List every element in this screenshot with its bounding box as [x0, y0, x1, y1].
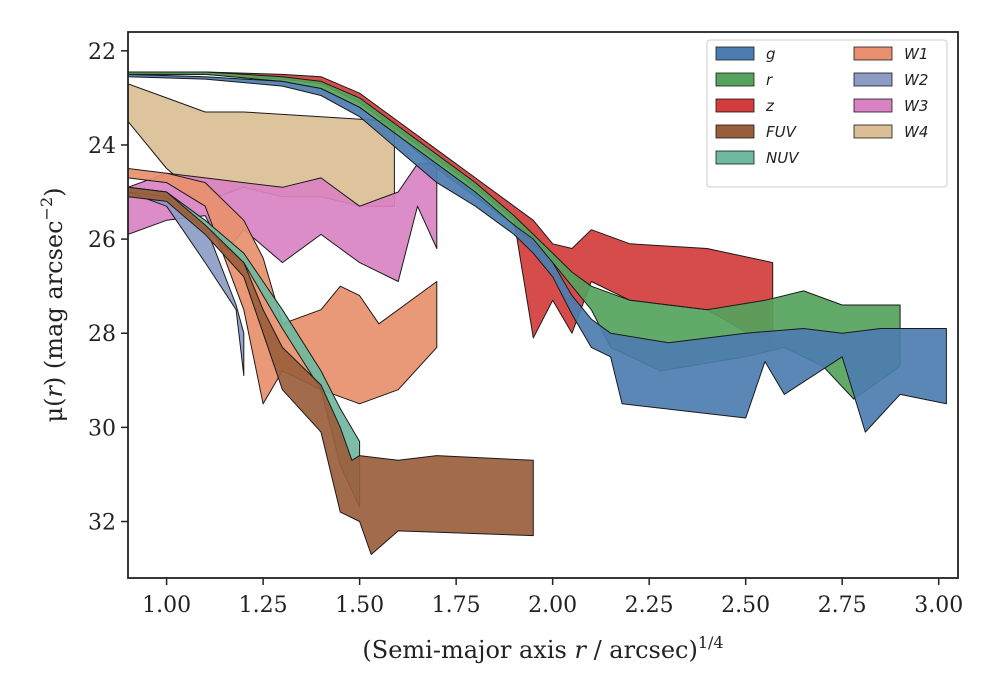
series-band-fuv	[128, 186, 534, 555]
plot-frame	[127, 31, 959, 579]
legend-swatch-nuv	[715, 150, 755, 165]
legend-label-nuv: NUV	[766, 149, 800, 167]
legend-label-g: g	[766, 45, 776, 63]
legend-label-w3: W3	[904, 97, 928, 115]
x-tick-label: 2.25	[625, 593, 674, 618]
y-axis-title: μ(r) (mag arcsec−2)	[37, 187, 68, 422]
x-tick-label: 1.50	[335, 593, 384, 618]
legend-swatch-w4	[853, 124, 893, 139]
y-tick-label: 22	[88, 40, 116, 65]
y-axis-ticks: 22 24 26 28 30 32	[88, 40, 128, 536]
y-tick-label: 26	[88, 228, 116, 253]
y-tick-label: 24	[88, 134, 116, 159]
x-tick-label: 1.00	[142, 593, 191, 618]
x-tick-label: 3.00	[914, 593, 963, 618]
x-axis-ticks: 1.00 1.25 1.50 1.75 2.00 2.25 2.50 2.75 3.00	[142, 578, 963, 618]
legend-label-z: z	[765, 97, 775, 115]
legend-label-fuv: FUV	[766, 123, 798, 141]
series-band-g	[128, 73, 947, 433]
legend: grz FUV NUV W1 W2 W3 W4	[706, 39, 948, 188]
legend-swatch-g	[715, 46, 755, 61]
x-tick-label: 2.50	[721, 593, 770, 618]
x-axis-title: (Semi-major axis r / arcsec)1/4	[362, 633, 723, 664]
series-layer	[128, 71, 947, 555]
legend-label-w4: W4	[904, 123, 928, 141]
legend-label-w2: W2	[904, 71, 928, 89]
series-band-w1	[128, 168, 438, 405]
legend-swatch-fuv	[715, 124, 755, 139]
x-tick-label: 2.00	[528, 593, 577, 618]
x-tick-label: 2.75	[818, 593, 867, 618]
x-tick-label: 1.25	[239, 593, 288, 618]
legend-swatch-w3	[853, 98, 893, 113]
y-tick-label: 32	[88, 511, 116, 536]
legend-swatch-w2	[853, 72, 893, 87]
x-tick-label: 1.75	[432, 593, 481, 618]
legend-swatch-r	[715, 72, 755, 87]
legend-swatch-w1	[853, 46, 893, 61]
y-tick-label: 28	[88, 322, 116, 347]
y-tick-label: 30	[88, 416, 116, 441]
legend-label-r: r	[766, 71, 773, 89]
legend-label-w1: W1	[904, 45, 928, 63]
legend-swatch-z	[715, 98, 755, 113]
